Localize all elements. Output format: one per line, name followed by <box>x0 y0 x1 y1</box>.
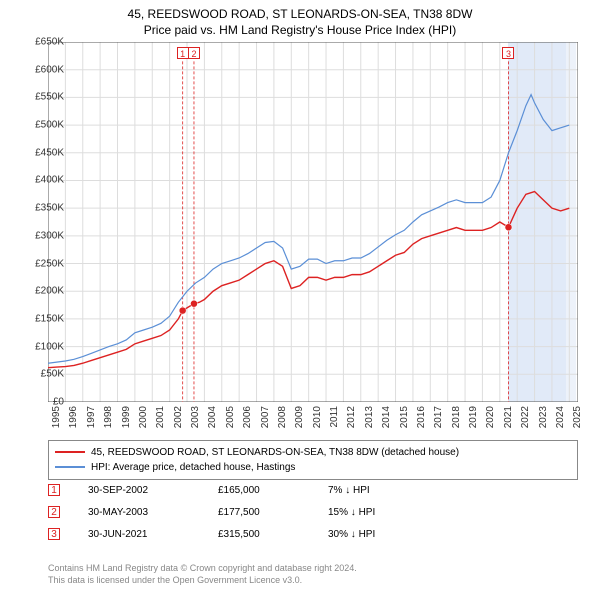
x-axis-tick: 2008 <box>277 406 288 428</box>
legend-item: HPI: Average price, detached house, Hast… <box>55 460 571 475</box>
legend-swatch <box>55 466 85 468</box>
y-axis-tick: £400K <box>35 175 64 186</box>
x-axis-tick: 1998 <box>103 406 114 428</box>
x-axis-tick: 2012 <box>346 406 357 428</box>
sale-date: 30-SEP-2002 <box>88 485 218 496</box>
y-axis-tick: £450K <box>35 147 64 158</box>
x-axis-tick: 2021 <box>503 406 514 428</box>
x-axis-tick: 2006 <box>242 406 253 428</box>
callout-marker: 3 <box>502 47 514 59</box>
chart-subtitle: Price paid vs. HM Land Registry's House … <box>0 23 600 41</box>
x-axis-tick: 2023 <box>538 406 549 428</box>
sale-price: £315,500 <box>218 529 328 540</box>
x-axis-tick: 2003 <box>190 406 201 428</box>
sale-marker: 1 <box>48 484 60 496</box>
sale-row: 3 30-JUN-2021£315,50030% ↓ HPI <box>48 528 578 540</box>
x-axis-tick: 2002 <box>173 406 184 428</box>
sale-date: 30-MAY-2003 <box>88 507 218 518</box>
x-axis-tick: 2022 <box>520 406 531 428</box>
legend-box: 45, REEDSWOOD ROAD, ST LEONARDS-ON-SEA, … <box>48 440 578 480</box>
chart-svg <box>48 42 578 402</box>
x-axis-tick: 2019 <box>468 406 479 428</box>
sale-diff: 7% ↓ HPI <box>328 485 448 496</box>
footer-line-1: Contains HM Land Registry data © Crown c… <box>48 563 578 575</box>
x-axis-tick: 2016 <box>416 406 427 428</box>
y-axis-tick: £300K <box>35 230 64 241</box>
x-axis-tick: 2000 <box>138 406 149 428</box>
legend-item: 45, REEDSWOOD ROAD, ST LEONARDS-ON-SEA, … <box>55 445 571 460</box>
sale-diff: 30% ↓ HPI <box>328 529 448 540</box>
y-axis-tick: £600K <box>35 64 64 75</box>
footer-text: Contains HM Land Registry data © Crown c… <box>48 563 578 586</box>
x-axis-tick: 2017 <box>433 406 444 428</box>
legend-swatch <box>55 451 85 453</box>
callout-marker: 2 <box>188 47 200 59</box>
x-axis-tick: 2009 <box>294 406 305 428</box>
legend-label: 45, REEDSWOOD ROAD, ST LEONARDS-ON-SEA, … <box>91 447 459 458</box>
x-axis-tick: 2001 <box>155 406 166 428</box>
plot-area <box>48 42 578 402</box>
sale-price: £177,500 <box>218 507 328 518</box>
y-axis-tick: £350K <box>35 203 64 214</box>
callout-marker: 1 <box>177 47 189 59</box>
x-axis-tick: 2007 <box>260 406 271 428</box>
sale-marker: 3 <box>48 528 60 540</box>
footer-line-2: This data is licensed under the Open Gov… <box>48 575 578 587</box>
y-axis-tick: £250K <box>35 258 64 269</box>
sale-date: 30-JUN-2021 <box>88 529 218 540</box>
x-axis-tick: 2024 <box>555 406 566 428</box>
x-axis-tick: 1997 <box>86 406 97 428</box>
y-axis-tick: £550K <box>35 92 64 103</box>
sale-row: 1 30-SEP-2002£165,0007% ↓ HPI <box>48 484 578 496</box>
sale-marker: 2 <box>48 506 60 518</box>
y-axis-tick: £50K <box>41 369 64 380</box>
sale-row: 2 30-MAY-2003£177,50015% ↓ HPI <box>48 506 578 518</box>
x-axis-tick: 1999 <box>121 406 132 428</box>
x-axis-tick: 2025 <box>572 406 583 428</box>
x-axis-tick: 2018 <box>451 406 462 428</box>
x-axis-tick: 2015 <box>399 406 410 428</box>
x-axis-tick: 2013 <box>364 406 375 428</box>
y-axis-tick: £650K <box>35 37 64 48</box>
legend-label: HPI: Average price, detached house, Hast… <box>91 462 295 473</box>
sale-diff: 15% ↓ HPI <box>328 507 448 518</box>
x-axis-tick: 1996 <box>68 406 79 428</box>
y-axis-tick: £100K <box>35 341 64 352</box>
y-axis-tick: £500K <box>35 120 64 131</box>
x-axis-tick: 1995 <box>51 406 62 428</box>
x-axis-tick: 2020 <box>485 406 496 428</box>
y-axis-tick: £150K <box>35 313 64 324</box>
x-axis-tick: 2011 <box>329 406 340 428</box>
x-axis-tick: 2004 <box>207 406 218 428</box>
x-axis-tick: 2005 <box>225 406 236 428</box>
sale-price: £165,000 <box>218 485 328 496</box>
chart-title: 45, REEDSWOOD ROAD, ST LEONARDS-ON-SEA, … <box>0 0 600 23</box>
y-axis-tick: £200K <box>35 286 64 297</box>
chart-container: { "title_line1": "45, REEDSWOOD ROAD, ST… <box>0 0 600 590</box>
x-axis-tick: 2014 <box>381 406 392 428</box>
x-axis-tick: 2010 <box>312 406 323 428</box>
